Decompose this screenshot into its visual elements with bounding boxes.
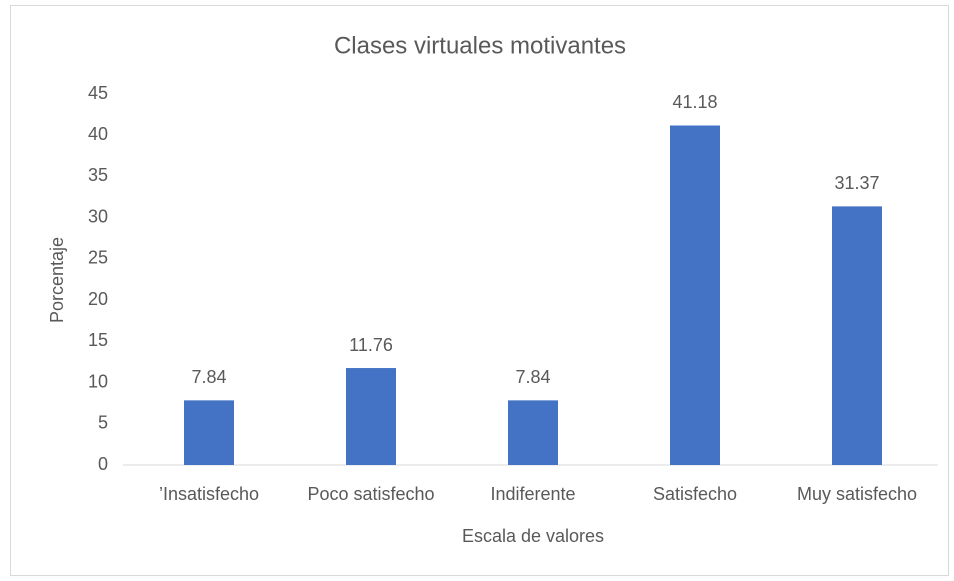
y-tick-label: 40 xyxy=(88,124,108,144)
y-axis-title: Porcentaje xyxy=(47,237,67,323)
bar xyxy=(670,125,720,465)
chart-title: Clases virtuales motivantes xyxy=(334,32,626,59)
y-tick-label: 0 xyxy=(98,454,108,474)
y-tick-label: 10 xyxy=(88,371,108,391)
bar xyxy=(184,400,234,465)
x-tick-label: Muy satisfecho xyxy=(797,484,917,504)
y-tick-label: 15 xyxy=(88,330,108,350)
data-label: 41.18 xyxy=(672,92,717,112)
x-tick-label: Poco satisfecho xyxy=(307,484,434,504)
data-label: 11.76 xyxy=(349,335,393,355)
y-tick-label: 5 xyxy=(98,413,108,433)
data-label: 7.84 xyxy=(515,367,550,387)
y-tick-label: 35 xyxy=(88,165,108,185)
data-label: 31.37 xyxy=(834,173,879,193)
y-tick-label: 20 xyxy=(88,289,108,309)
x-tick-label: Indiferente xyxy=(490,484,575,504)
bar xyxy=(508,400,558,465)
y-tick-label: 30 xyxy=(88,206,108,226)
x-tick-label: ’Insatisfecho xyxy=(159,484,259,504)
bar xyxy=(832,206,882,466)
y-tick-label: 45 xyxy=(88,83,108,103)
x-tick-label: Satisfecho xyxy=(653,484,737,504)
chart-frame xyxy=(10,5,949,576)
data-label: 7.84 xyxy=(191,367,226,387)
bar xyxy=(346,368,396,465)
y-tick-label: 25 xyxy=(88,248,108,268)
x-axis-title: Escala de valores xyxy=(462,526,604,546)
